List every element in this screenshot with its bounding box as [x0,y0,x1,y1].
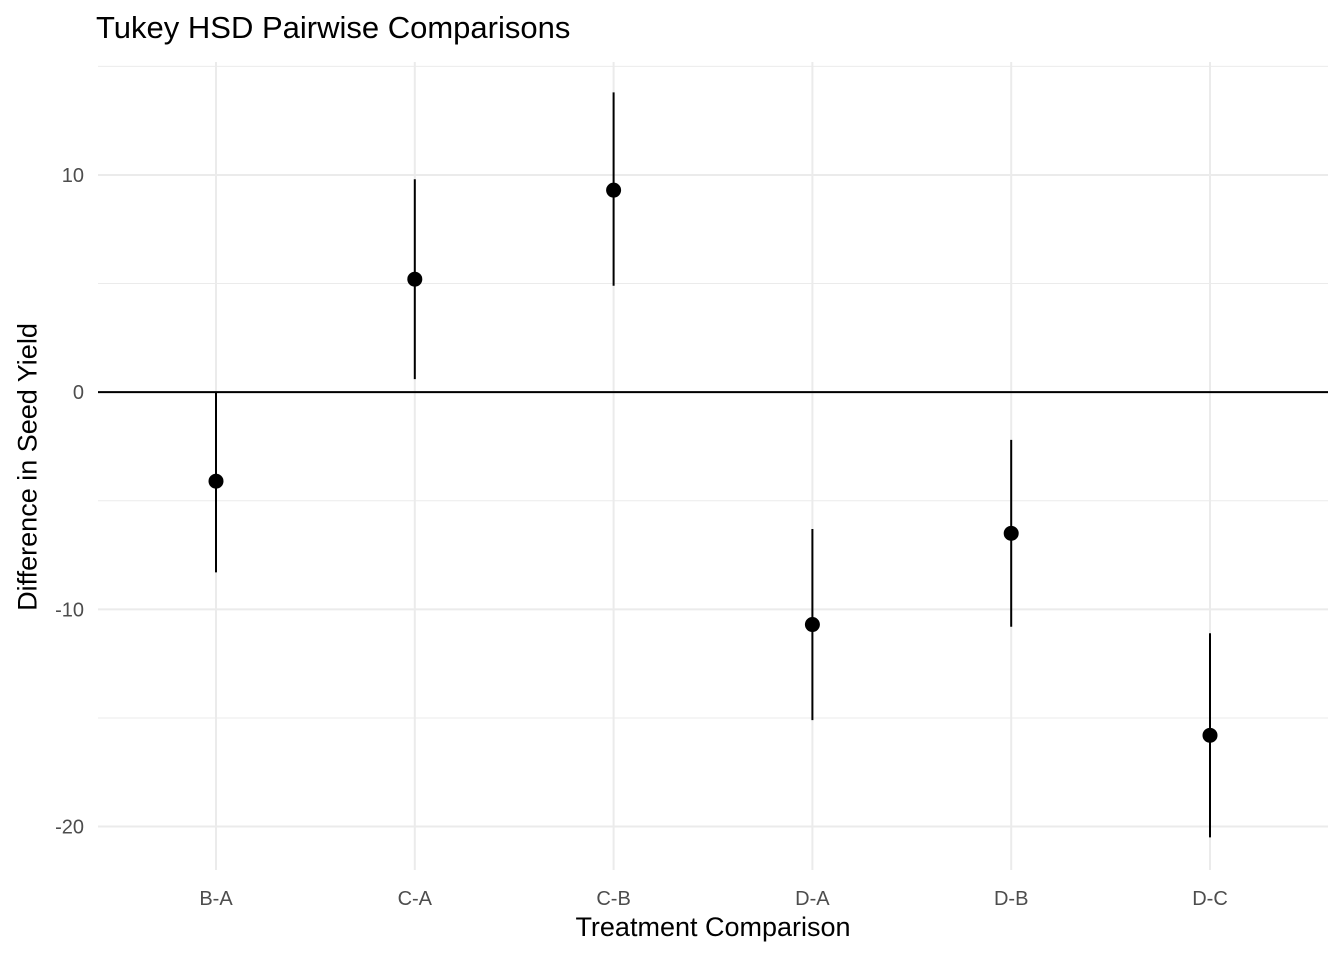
data-point [208,473,224,489]
data-point [606,182,622,198]
x-tick-label: D-C [1192,888,1228,910]
x-tick-label: C-B [596,888,630,910]
data-point [1003,525,1019,541]
y-tick-label: 10 [62,165,84,187]
chart-title: Tukey HSD Pairwise Comparisons [96,10,571,45]
x-axis-label: Treatment Comparison [575,912,851,942]
y-tick-label: -20 [55,817,84,839]
x-tick-label: D-A [795,888,830,910]
x-tick-label: D-B [994,888,1028,910]
y-tick-label: 0 [73,382,84,404]
data-point [407,271,423,287]
data-point [804,617,820,633]
y-tick-label: -10 [55,599,84,621]
y-axis-label: Difference in Seed Yield [12,323,43,611]
x-tick-label: C-A [398,888,433,910]
x-tick-label: B-A [199,888,233,910]
data-point [1202,727,1218,743]
